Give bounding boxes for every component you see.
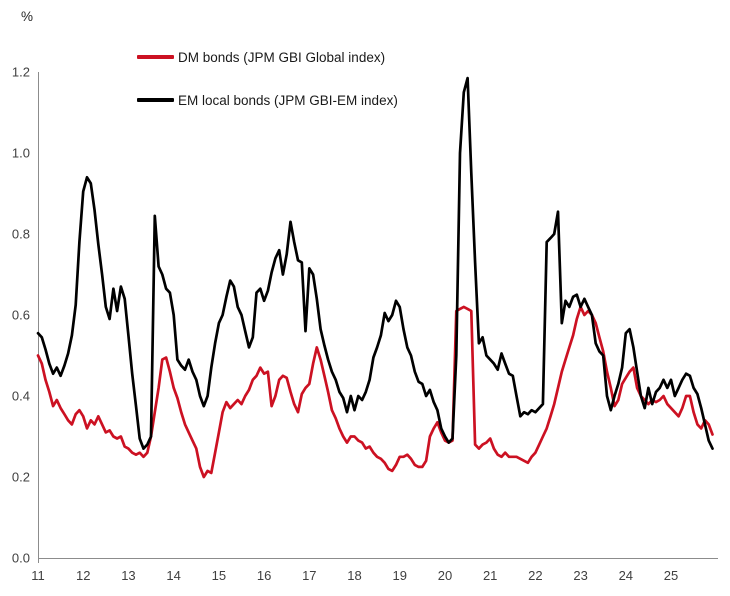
svg-text:24: 24 [619,568,633,583]
em-local-bonds-line-swatch [137,98,174,102]
series-lines [36,76,714,479]
svg-text:1.2: 1.2 [12,65,30,80]
svg-text:11: 11 [31,568,45,583]
svg-text:22: 22 [528,568,542,583]
svg-text:25: 25 [664,568,678,583]
svg-text:17: 17 [302,568,316,583]
svg-text:18: 18 [347,568,361,583]
svg-text:1.0: 1.0 [12,146,30,161]
svg-text:13: 13 [121,568,135,583]
svg-text:0.6: 0.6 [12,308,30,323]
svg-text:16: 16 [257,568,271,583]
svg-text:0.2: 0.2 [12,470,30,485]
dm-bonds-line-swatch [137,55,174,59]
legend-item-em-local-bonds: EM local bonds (JPM GBI-EM index) [137,91,398,109]
svg-text:12: 12 [76,568,90,583]
em-local-bonds-legend-label: EM local bonds (JPM GBI-EM index) [178,92,398,108]
svg-text:0.8: 0.8 [12,227,30,242]
y-axis-tick-labels: 0.0 0.2 0.4 0.6 0.8 1.0 1.2 [12,65,30,566]
svg-text:0.4: 0.4 [12,389,30,404]
dm-bonds-legend-label: DM bonds (JPM GBI Global index) [178,49,386,65]
svg-text:15: 15 [212,568,226,583]
legend: DM bonds (JPM GBI Global index) EM local… [137,48,398,109]
legend-item-dm-bonds: DM bonds (JPM GBI Global index) [137,48,398,66]
svg-text:21: 21 [483,568,497,583]
y-axis-unit-label: % [21,9,34,24]
svg-text:0.0: 0.0 [12,551,30,566]
svg-text:20: 20 [438,568,452,583]
svg-text:19: 19 [393,568,407,583]
svg-text:23: 23 [573,568,587,583]
x-axis-tick-labels: 11 12 13 14 15 16 17 18 19 20 21 22 23 24 25 [31,568,678,583]
svg-text:14: 14 [166,568,180,583]
